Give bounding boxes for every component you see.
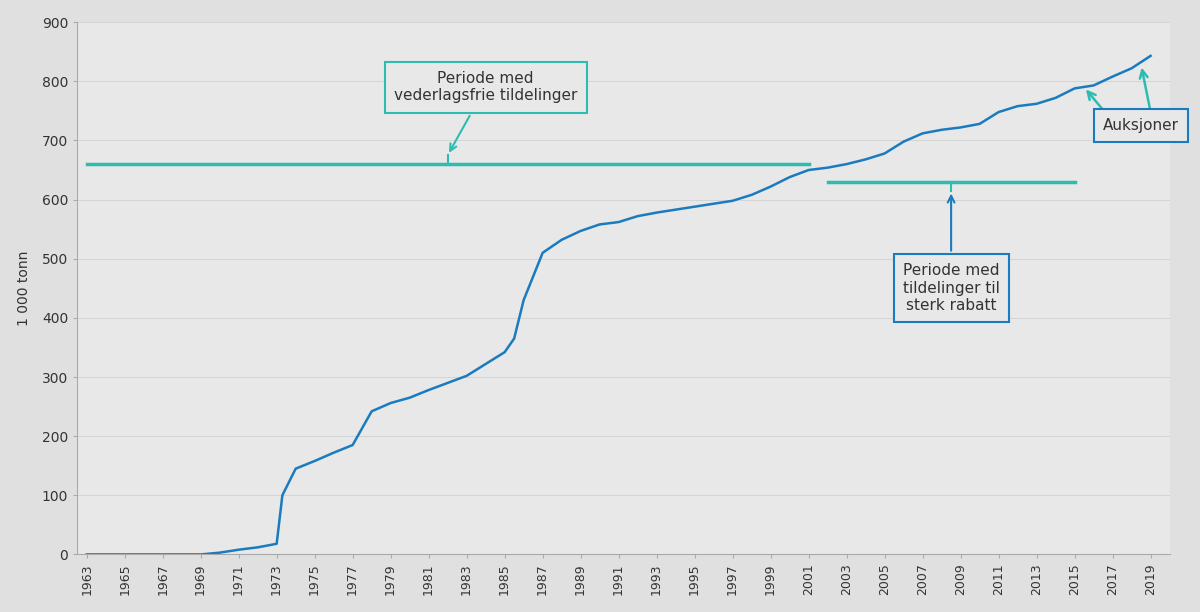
Text: Auksjoner: Auksjoner — [1103, 118, 1180, 133]
Y-axis label: 1 000 tonn: 1 000 tonn — [17, 250, 31, 326]
Text: Periode med
tildelinger til
sterk rabatt: Periode med tildelinger til sterk rabatt — [902, 196, 1000, 313]
Text: Periode med
vederlagsfrie tildelinger: Periode med vederlagsfrie tildelinger — [394, 71, 577, 151]
